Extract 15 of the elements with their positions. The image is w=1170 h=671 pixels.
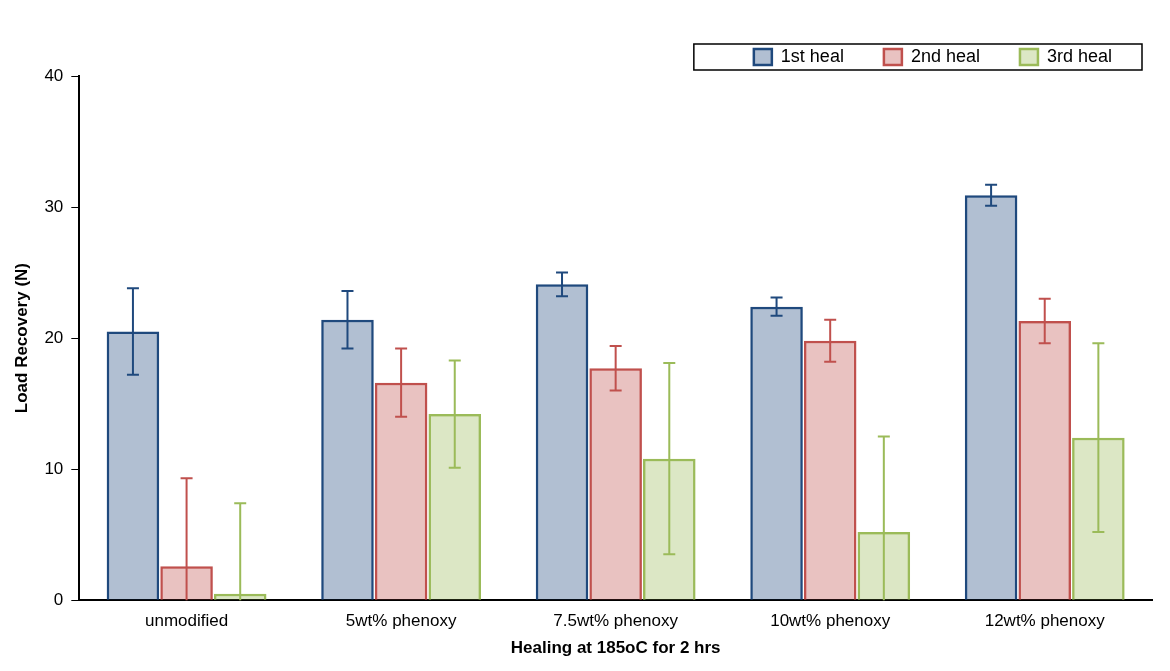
- x-axis-title: Healing at 185oC for 2 hrs: [510, 638, 721, 658]
- x-tick-label: 5wt% phenoxy: [345, 611, 457, 631]
- legend-label: 3rd heal: [1046, 45, 1113, 66]
- y-tick-label: 10: [44, 458, 64, 478]
- y-axis-title: Load Recovery (N): [11, 263, 31, 414]
- x-tick-label: 7.5wt% phenoxy: [553, 611, 679, 631]
- legend-label: 1st heal: [780, 45, 844, 66]
- x-tick-label: 10wt% phenoxy: [770, 611, 891, 631]
- x-tick-label: 12wt% phenoxy: [984, 611, 1106, 631]
- y-tick-label: 0: [53, 589, 64, 609]
- y-tick-label: 40: [44, 65, 64, 85]
- legend-label: 2nd heal: [910, 45, 980, 66]
- y-tick-label: 30: [44, 196, 64, 216]
- y-tick-label: 20: [44, 327, 64, 347]
- x-tick-label: unmodified: [144, 611, 229, 631]
